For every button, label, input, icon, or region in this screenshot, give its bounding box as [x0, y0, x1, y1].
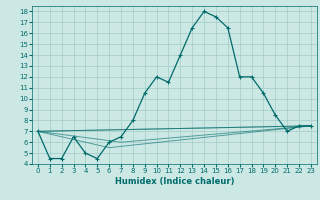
- X-axis label: Humidex (Indice chaleur): Humidex (Indice chaleur): [115, 177, 234, 186]
